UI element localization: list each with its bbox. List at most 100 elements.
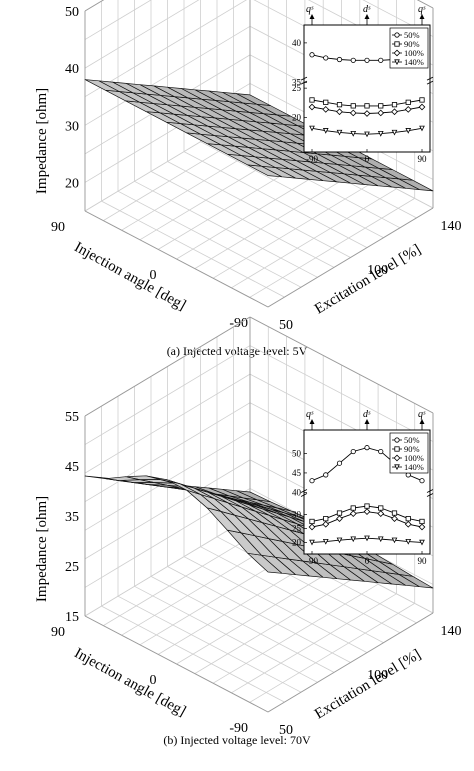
- inset-data-point: [350, 131, 357, 137]
- inset-data-point: [364, 445, 370, 451]
- axis-line: [84, 316, 251, 417]
- axis-line: [267, 612, 434, 713]
- inset-axis-marker: dˢ: [363, 409, 371, 420]
- inset-data-point: [323, 472, 329, 478]
- y-tick-label: 100: [367, 263, 388, 278]
- axis-break-mark: [300, 489, 308, 493]
- inset-data-point: [419, 125, 425, 132]
- inset-data-point: [378, 448, 384, 455]
- inset-data-point: [350, 505, 356, 511]
- wall-gridline: [84, 373, 251, 474]
- figure-caption: (b) Injected voltage level: 70V: [163, 733, 311, 747]
- z-axis-label: Impedance [ohm]: [34, 88, 50, 194]
- legend-label: 90%: [404, 39, 420, 49]
- inset-y-tick-label: 25: [292, 83, 302, 93]
- inset-data-point: [391, 108, 398, 116]
- inset-data-point: [391, 129, 398, 136]
- legend-label: 100%: [404, 453, 424, 463]
- inset-data-point: [309, 52, 315, 58]
- inset-data-point: [309, 478, 315, 484]
- wall-gridline: [84, 0, 200, 69]
- x-axis-label: Injection angle [deg]: [71, 645, 188, 720]
- inset-data-point: [336, 102, 343, 108]
- floor-gridline: [117, 595, 302, 693]
- inset-x-tick-label: 0: [365, 556, 370, 566]
- x-tick-label: 0: [150, 268, 157, 283]
- z-tick-label: 20: [65, 176, 79, 191]
- floor-gridline: [183, 151, 368, 248]
- z-tick-label: 45: [65, 460, 79, 475]
- legend-label: 140%: [404, 462, 424, 472]
- x-axis-label: Injection angle [deg]: [71, 239, 188, 314]
- inset-data-point: [391, 102, 398, 108]
- inset-axis-marker: qˢ: [306, 4, 314, 15]
- y-axis-label: Excitation level [%]: [312, 242, 424, 318]
- inset-data-point: [378, 103, 384, 109]
- panel-a: 20 30 40 50 90 0 -90 50 100 140 Impedance [ohm] Inj…: [34, 0, 462, 358]
- y-tick-label: 50: [279, 318, 293, 333]
- inset-marker-arrowhead: [419, 419, 425, 424]
- wall-gridline: [249, 345, 434, 442]
- legend-label: 100%: [404, 48, 424, 58]
- inset-y-tick-label: 40: [292, 487, 302, 497]
- inset-x-tick-label: -90: [306, 556, 318, 566]
- inset-data-point: [336, 108, 343, 116]
- legend-label: 140%: [404, 57, 424, 67]
- x-tick-label: 0: [150, 673, 157, 688]
- y-tick-label: 140: [441, 624, 462, 639]
- inset-data-point: [418, 523, 426, 531]
- y-tick-label: 140: [441, 219, 462, 234]
- legend-marker: [394, 32, 400, 38]
- inset-data-point: [322, 106, 330, 113]
- inset-data-point: [309, 97, 315, 103]
- floor-gridline: [167, 566, 351, 663]
- inset-data-point: [322, 538, 329, 545]
- wall-gridline: [362, 0, 434, 37]
- inset-data-point: [336, 129, 343, 136]
- axis-break-mark: [300, 493, 308, 497]
- inset-data-point: [309, 125, 315, 132]
- inset-data-point: [419, 478, 425, 484]
- inset-axis-marker: dˢ: [363, 4, 371, 15]
- floor-gridline: [134, 180, 318, 278]
- z-tick-label: 50: [65, 5, 79, 20]
- inset-data-point: [323, 55, 329, 61]
- inset-data-point: [404, 106, 412, 113]
- wall-gridline: [84, 516, 251, 617]
- z-tick-label: 30: [65, 119, 79, 134]
- axis-break-mark: [426, 80, 434, 85]
- wall-gridline: [84, 0, 152, 40]
- axis-break-mark: [300, 76, 308, 81]
- inset-data-point: [391, 515, 398, 523]
- inset-marker-arrowhead: [309, 14, 315, 19]
- wall-gridline: [84, 402, 251, 503]
- floor-gridline: [150, 576, 335, 673]
- floor-gridline: [134, 585, 318, 683]
- axis-line: [84, 615, 269, 713]
- inset-axis-marker: qˢ: [306, 409, 314, 420]
- inset-data-point: [308, 103, 316, 111]
- inset-y-tick-label: 20: [292, 537, 302, 547]
- inset-data-point: [350, 536, 357, 543]
- inset-data-point: [364, 103, 370, 109]
- y-axis-label: Excitation level [%]: [312, 647, 424, 723]
- inset-series-140pct: [309, 125, 425, 138]
- z-tick-label: 25: [65, 560, 79, 575]
- inset-data-point: [405, 99, 411, 105]
- inset-x-tick-label: -90: [306, 154, 318, 164]
- inset-data-point: [377, 131, 384, 137]
- inset-axis-marker: qˢ: [418, 4, 426, 15]
- floor-gridline: [200, 546, 384, 644]
- inset-y-tick-label: 40: [292, 38, 302, 48]
- surface-cell: [84, 475, 120, 481]
- wall-gridline: [84, 0, 247, 98]
- inset-data-point: [323, 516, 329, 522]
- inset-y-tick-label: 30: [292, 509, 302, 519]
- floor-gridline: [117, 190, 302, 288]
- z-tick-label: 40: [65, 62, 79, 77]
- legend-marker: [394, 464, 400, 471]
- x-tick-label: 90: [51, 625, 65, 640]
- wall-gridline: [84, 459, 251, 560]
